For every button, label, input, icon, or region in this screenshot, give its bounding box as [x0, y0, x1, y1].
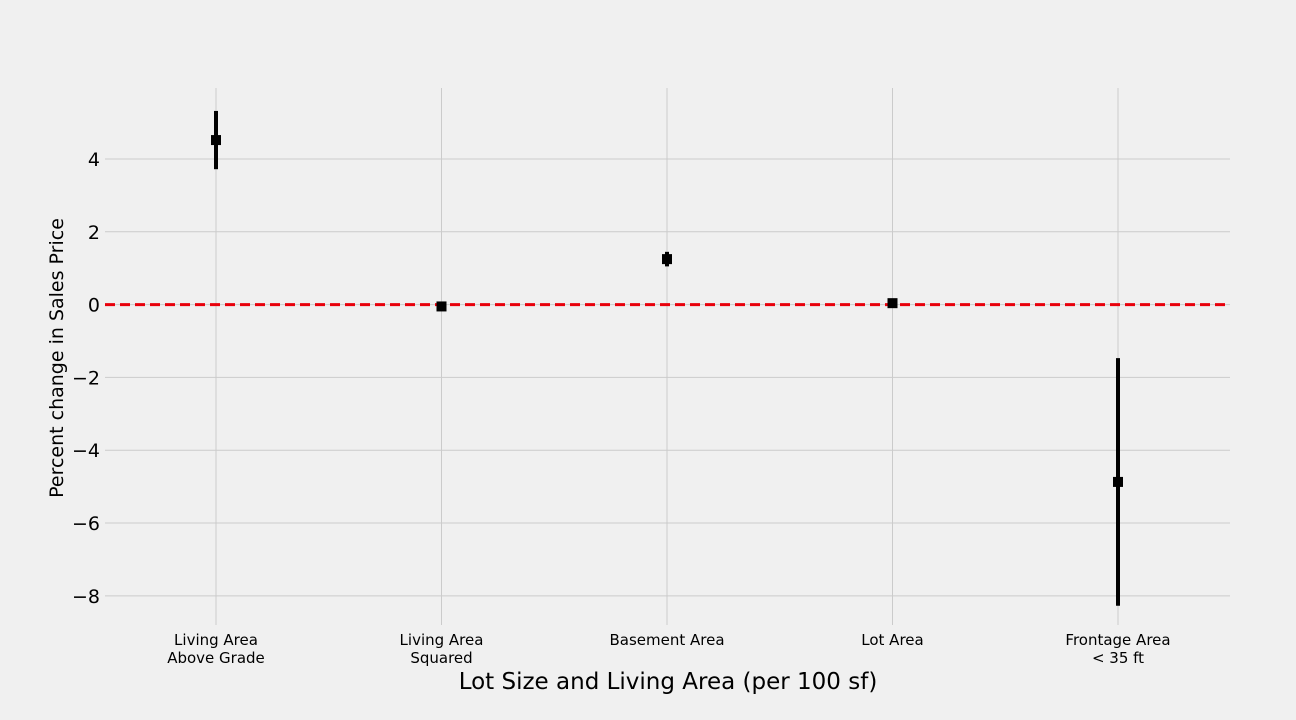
- point-marker: [436, 301, 447, 312]
- point-marker: [211, 135, 221, 146]
- point-marker: [887, 298, 898, 309]
- x-axis-label: Lot Size and Living Area (per 100 sf): [459, 669, 878, 695]
- point-marker: [1113, 476, 1123, 487]
- y-tick-label: 4: [88, 149, 100, 171]
- point-marker: [662, 254, 672, 265]
- y-tick-label: −6: [72, 513, 100, 535]
- y-axis-label: Percent change in Sales Price: [46, 218, 68, 498]
- x-tick-label: Basement Area: [609, 631, 724, 649]
- x-axis-ticks: Living Area Above Grade Living Area Squared…: [167, 631, 1170, 667]
- y-tick-label: 0: [88, 295, 100, 317]
- y-tick-label: 2: [88, 222, 100, 244]
- y-tick-label: −4: [72, 440, 100, 462]
- point-markers: [211, 135, 1123, 487]
- x-tick-label: Frontage Area < 35 ft: [1065, 631, 1170, 667]
- x-tick-label: Lot Area: [861, 631, 923, 649]
- x-tick-label: Living Area Squared: [400, 631, 484, 667]
- x-tick-label: Living Area Above Grade: [167, 631, 265, 667]
- y-tick-label: −8: [72, 586, 100, 608]
- y-tick-label: −2: [72, 367, 100, 389]
- y-axis-ticks: −8 −6 −4 −2 0 2 4: [72, 149, 100, 608]
